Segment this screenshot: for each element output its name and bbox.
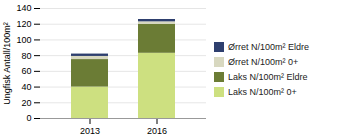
svg-text:140: 140 <box>16 3 31 13</box>
svg-text:40: 40 <box>21 82 31 92</box>
svg-text:20: 20 <box>21 98 31 108</box>
html-text:Laks N/100m² 0+: Laks N/100m² 0+ <box>228 86 297 97</box>
svg-text:100: 100 <box>16 35 31 45</box>
svg-text:2013: 2013 <box>80 126 100 136</box>
html-text:Ørret N/100m² 0+: Ørret N/100m² 0+ <box>228 56 299 67</box>
svg-text:0: 0 <box>26 113 31 123</box>
svg-text:120: 120 <box>16 19 31 29</box>
svg-text:80: 80 <box>21 51 31 61</box>
html-text:Laks N/100m² Eldre: Laks N/100m² Eldre <box>228 71 308 82</box>
svg-text:2016: 2016 <box>147 126 167 136</box>
svg-text:Ungfisk Antall/100m²: Ungfisk Antall/100m² <box>2 22 12 105</box>
svg-text:60: 60 <box>21 66 31 76</box>
html-text:Ørret N/100m² Eldre: Ørret N/100m² Eldre <box>228 41 309 52</box>
